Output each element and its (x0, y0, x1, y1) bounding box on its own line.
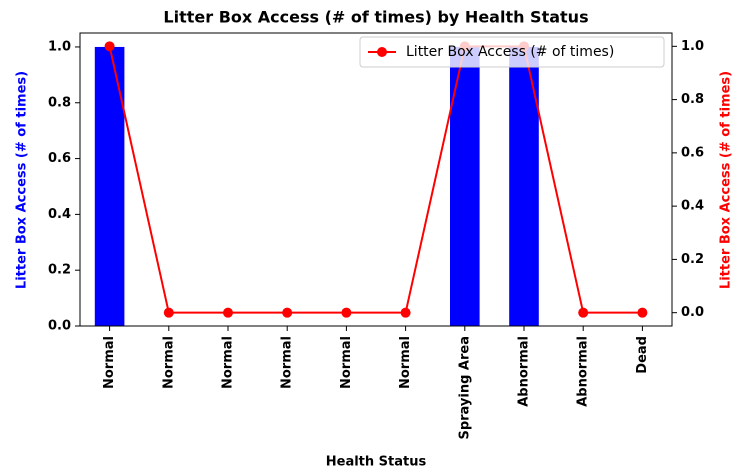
marker (578, 307, 589, 318)
y-axis-label: Litter Box Access (# of times) (15, 71, 30, 289)
y-tick-label: 1.0 (48, 39, 71, 54)
marker (104, 41, 115, 52)
chart-title: Litter Box Access (# of times) by Health… (163, 8, 588, 27)
marker (223, 307, 233, 318)
x-tick-label: Normal (221, 336, 236, 389)
x-tick-label: Normal (280, 336, 295, 389)
x-tick-label: Abnormal (576, 336, 591, 407)
marker (637, 307, 648, 318)
marker (282, 307, 293, 318)
x-tick-label: Normal (102, 336, 117, 389)
y2-tick-label: 1.0 (681, 39, 704, 54)
y-tick-label: 0.4 (48, 207, 71, 222)
marker (400, 307, 411, 318)
y2-tick-label: 0.0 (681, 305, 704, 320)
y-tick-label: 0.2 (48, 263, 71, 278)
y2-tick-label: 0.8 (681, 92, 704, 107)
x-tick-label: Abnormal (517, 336, 532, 407)
axes-frame (79, 32, 673, 327)
marker (163, 307, 174, 318)
y2-tick-label: 0.2 (681, 252, 704, 267)
line (108, 45, 643, 314)
x-tick-label: Normal (161, 336, 176, 389)
y2-tick-label: 0.4 (681, 199, 704, 214)
legend-marker (377, 47, 387, 57)
marker (341, 307, 352, 318)
legend-label: Litter Box Access (# of times) (406, 44, 614, 60)
legend-box (359, 36, 665, 68)
x-axis-label: Health Status (326, 455, 427, 470)
y-tick-label: 0.0 (48, 319, 71, 334)
x-tick-label: Normal (398, 336, 413, 389)
x-tick-label: Dead (635, 336, 650, 374)
y-tick-label: 0.8 (48, 95, 71, 110)
y-tick-label: 0.6 (48, 151, 71, 166)
x-tick-label: Normal (339, 336, 354, 389)
y2-tick-label: 0.6 (681, 145, 704, 160)
y2-axis-label: Litter Box Access (# of times) (719, 71, 733, 289)
x-tick-label: Spraying Area (457, 336, 472, 440)
